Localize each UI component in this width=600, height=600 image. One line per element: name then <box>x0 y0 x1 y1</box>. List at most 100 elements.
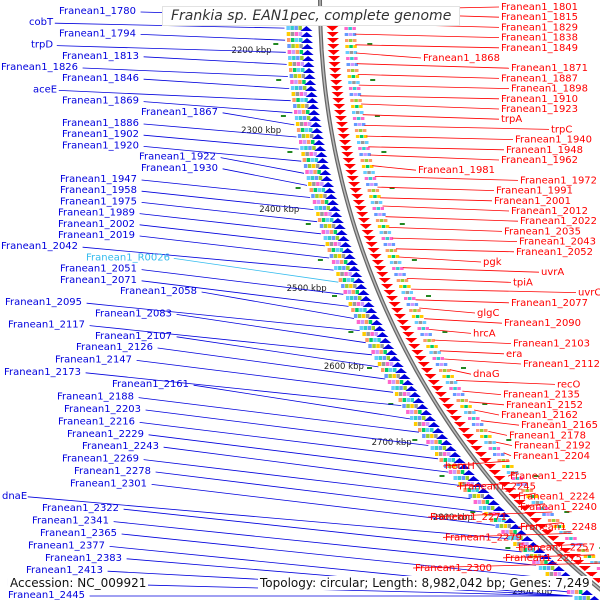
gene-label-right: Franean1_2275 <box>505 553 582 564</box>
leader-line-right <box>502 554 595 559</box>
feature-block <box>524 483 528 486</box>
feature-block <box>447 369 451 372</box>
gene-label-left: Franean1_2173 <box>4 367 81 378</box>
feature-block <box>471 488 475 492</box>
gene-label-left: Franean1_1886 <box>62 118 139 129</box>
leader-line-left <box>163 446 460 486</box>
feature-block <box>410 404 414 408</box>
feature-block <box>553 525 557 528</box>
leader-line-left <box>173 258 339 283</box>
feature-block <box>337 242 342 246</box>
leader-line-right <box>357 74 500 79</box>
feature-block <box>382 356 386 360</box>
gene-label-left: Franean1_1867 <box>141 107 218 118</box>
feature-block <box>290 86 295 90</box>
feature-block <box>497 453 501 456</box>
feature-block <box>325 242 330 246</box>
reverse-gene-arrow <box>541 530 554 535</box>
feature-block <box>364 159 369 162</box>
feature-block <box>447 458 451 462</box>
feature-block <box>363 153 367 156</box>
gene-label-left: Franean1_2188 <box>57 392 134 403</box>
forward-gene-arrow <box>303 68 315 73</box>
gene-label-right: uvrA <box>541 267 564 278</box>
feature-block <box>361 165 366 168</box>
feature-block <box>311 164 316 168</box>
gene-label-left: Franean1_2058 <box>120 286 197 297</box>
feature-block <box>381 237 386 240</box>
feature-block <box>460 393 465 396</box>
feature-block <box>394 273 398 276</box>
forward-gene-arrow <box>408 392 421 397</box>
feature-block <box>331 236 336 240</box>
feature-block <box>385 362 390 366</box>
feature-block <box>389 368 393 372</box>
feature-block <box>344 272 348 276</box>
leader-line-left <box>143 134 299 150</box>
feature-block <box>453 387 457 390</box>
reverse-gene-arrow <box>450 416 462 421</box>
feature-block <box>513 542 517 546</box>
leader-line-left <box>220 157 305 174</box>
feature-block <box>398 392 403 396</box>
feature-block <box>349 93 354 96</box>
feature-block <box>449 381 454 384</box>
forward-gene-arrow <box>352 278 365 283</box>
feature-block <box>430 428 434 432</box>
feature-block <box>406 404 410 408</box>
feature-block <box>384 374 388 378</box>
feature-block <box>306 116 311 120</box>
feature-block <box>466 482 470 486</box>
feature-block <box>317 218 322 222</box>
feature-block <box>359 326 363 330</box>
feature-block <box>352 27 356 30</box>
feature-block <box>485 500 490 504</box>
feature-block <box>511 477 515 480</box>
forward-gene-arrow <box>330 212 343 217</box>
feature-block <box>403 285 407 288</box>
feature-block <box>418 416 422 420</box>
feature-block <box>345 39 349 42</box>
feature-block <box>505 459 509 462</box>
feature-block <box>353 314 358 318</box>
reverse-gene-arrow <box>326 26 339 31</box>
feature-block <box>366 183 370 186</box>
leader-line-left <box>143 56 287 65</box>
feature-block <box>305 170 309 174</box>
forward-gene-arrow <box>498 512 511 517</box>
feature-block <box>346 57 350 60</box>
feature-block <box>362 147 366 150</box>
feature-block <box>350 99 354 102</box>
feature-block <box>436 357 440 360</box>
feature-block <box>431 339 435 342</box>
feature-block <box>297 68 301 72</box>
feature-block <box>361 141 365 144</box>
feature-block <box>356 87 361 90</box>
feature-block <box>379 231 384 234</box>
feature-block <box>473 500 478 504</box>
reverse-gene-arrow <box>339 140 351 145</box>
leader-line-left <box>143 459 471 500</box>
feature-block <box>547 519 552 522</box>
forward-gene-arrow <box>444 446 457 451</box>
feature-block <box>456 464 460 468</box>
reverse-gene-arrow <box>393 314 406 319</box>
forward-gene-arrow <box>436 434 449 439</box>
gene-label-left: Franean1_2107 <box>95 331 172 342</box>
feature-block <box>389 249 394 252</box>
feature-block <box>336 272 340 276</box>
feature-block <box>525 554 530 558</box>
feature-block <box>387 255 392 258</box>
feature-block <box>480 494 484 498</box>
gene-label-right: Franean1_1910 <box>501 94 578 105</box>
forward-gene-arrow <box>373 326 386 331</box>
feature-block <box>323 194 327 198</box>
forward-gene-arrow <box>315 152 328 157</box>
feature-block <box>318 176 323 180</box>
feature-block <box>329 242 334 246</box>
feature-block <box>536 507 541 510</box>
feature-block <box>348 302 353 306</box>
feature-block <box>347 69 351 72</box>
feature-block <box>421 327 425 330</box>
feature-block <box>327 236 332 240</box>
